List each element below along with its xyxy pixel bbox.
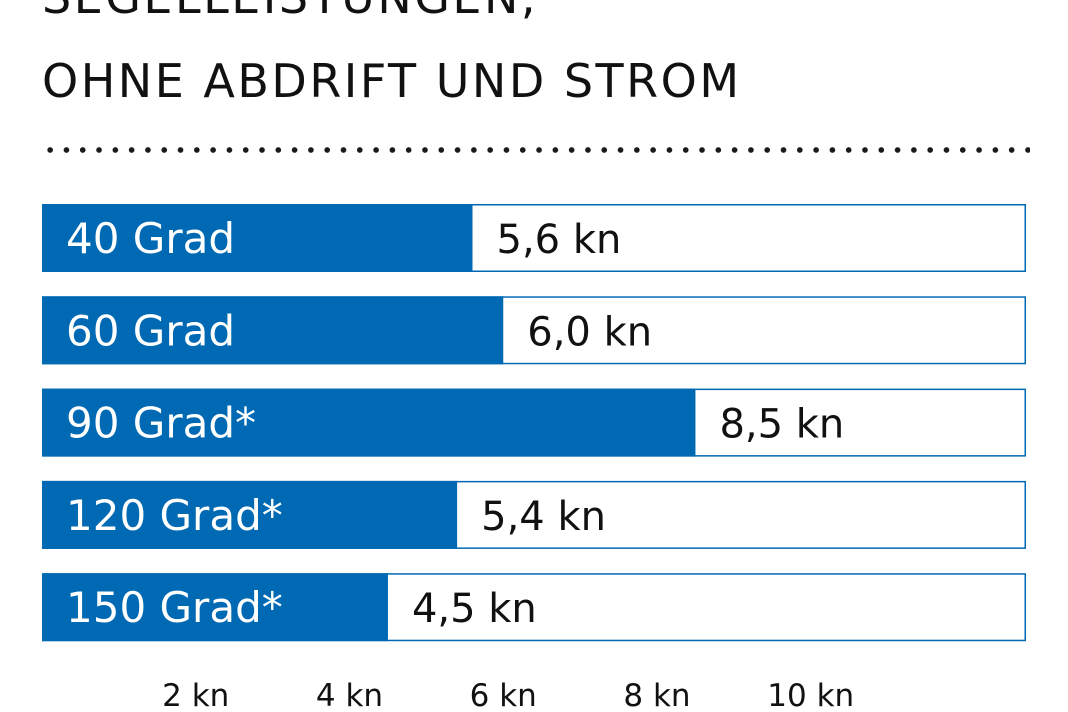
data-label: 5,4 kn: [481, 494, 606, 540]
category-label: 40 Grad: [66, 214, 235, 263]
bar: [42, 573, 388, 642]
category-label: 60 Grad: [66, 306, 235, 355]
bar: [42, 388, 696, 457]
bar: [42, 480, 458, 549]
x-tick-label: 2 kn: [162, 678, 229, 712]
data-label: 4,5 kn: [412, 586, 537, 632]
data-label: 5,6 kn: [497, 217, 622, 263]
x-axis-ticks: 2 kn 4 kn 6 kn 8 kn 10 kn: [162, 678, 854, 712]
category-label: 150 Grad*: [66, 583, 283, 632]
category-label: 120 Grad*: [66, 491, 283, 540]
bars-layer: 40 Grad 5,6 kn 60 Grad 6,0 kn 90 Grad* 8,5 kn…: [42, 204, 1026, 642]
x-tick-label: 10 kn: [767, 678, 854, 712]
x-tick-label: 4 kn: [316, 678, 383, 712]
bar: [42, 204, 473, 272]
category-label: 90 Grad*: [66, 399, 256, 448]
bar: [42, 296, 504, 365]
data-label: 8,5 kn: [719, 402, 844, 448]
x-tick-label: 6 kn: [470, 678, 537, 712]
dotted-divider: [42, 146, 1030, 154]
x-tick-label: 8 kn: [623, 678, 690, 712]
chart-title-line-2: OHNE ABDRIFT UND STROM: [42, 54, 742, 108]
chart-title-line-1: SEGELLEISTUNGEN,: [42, 0, 538, 20]
data-label: 6,0 kn: [527, 309, 652, 355]
